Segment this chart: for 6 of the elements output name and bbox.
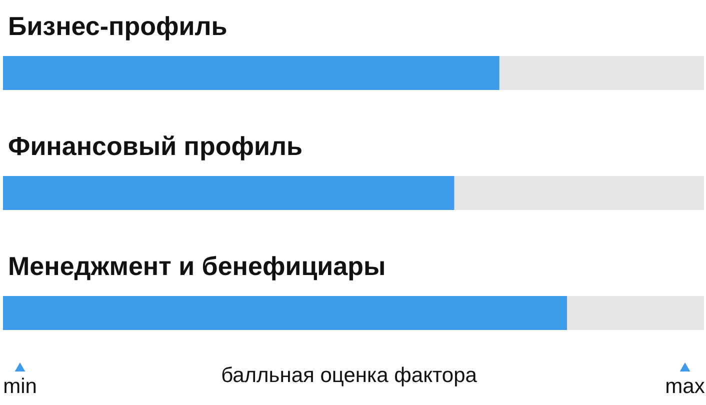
annotation: min [3, 375, 37, 398]
text: max [665, 375, 706, 398]
y-tick-label: Бизнес-профиль [8, 11, 228, 41]
y-tick-label: Менеджмент и бенефициары [8, 251, 386, 281]
y-tick-label: Финансовый профиль [8, 131, 302, 161]
x-axis-title: балльная оценка фактора [221, 364, 478, 387]
